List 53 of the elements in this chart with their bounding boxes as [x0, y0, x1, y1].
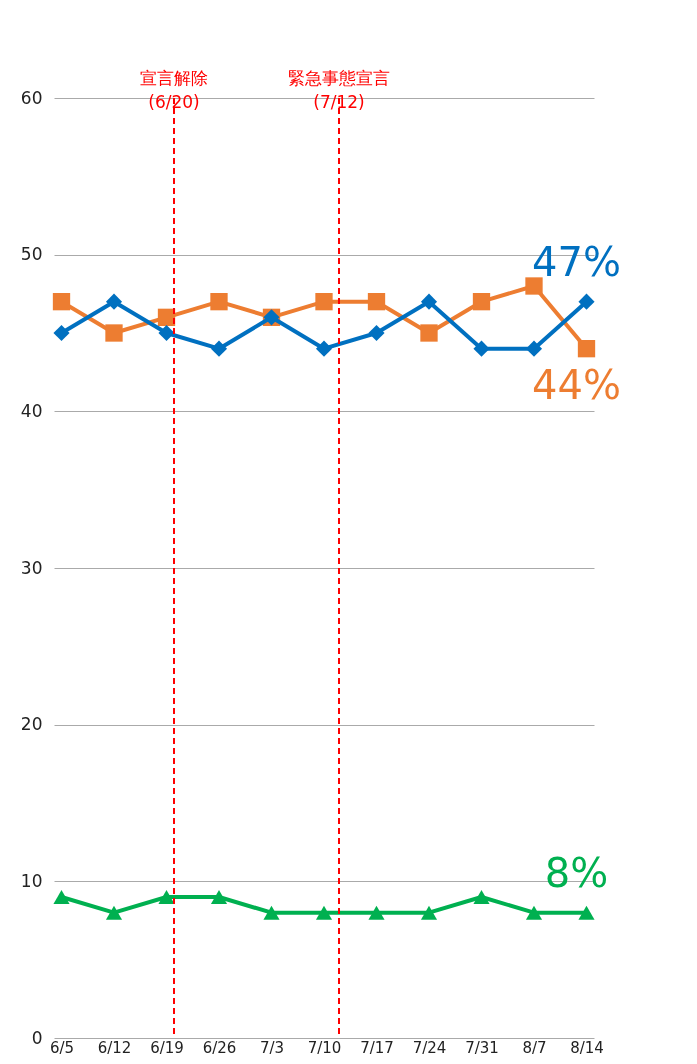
x-tick-label: 6/12 — [97, 1038, 132, 1057]
x-tick-label: 7/3 — [259, 1038, 285, 1057]
point — [315, 905, 333, 920]
point — [210, 340, 228, 357]
point — [52, 293, 71, 311]
point — [53, 890, 70, 904]
x-tick-label: 7/24 — [412, 1038, 447, 1057]
annotation: 8% — [544, 849, 609, 896]
point — [420, 324, 438, 342]
point — [210, 890, 228, 904]
point — [473, 890, 490, 904]
annotation: 47% — [532, 238, 621, 285]
y-tick-label: 0 — [31, 1027, 43, 1048]
x-tick-label: 7/17 — [360, 1038, 394, 1057]
y-tick-label: 10 — [20, 870, 43, 891]
point — [472, 293, 491, 311]
point — [105, 293, 123, 310]
point — [368, 905, 385, 920]
ref-line-label: 宣言解除 (6/20) — [140, 68, 208, 112]
y-tick-label: 30 — [20, 557, 43, 578]
point — [210, 293, 228, 311]
point — [578, 293, 595, 310]
x-tick-label: 7/10 — [307, 1038, 342, 1057]
y-tick-label: 50 — [20, 244, 43, 265]
point — [315, 293, 333, 311]
x-tick-label: 8/14 — [570, 1038, 604, 1057]
point — [53, 324, 70, 342]
point — [367, 293, 386, 311]
point — [158, 324, 175, 342]
point — [577, 340, 596, 358]
point — [525, 905, 543, 920]
x-tick-label: 6/5 — [49, 1038, 75, 1057]
x-tick-label: 6/26 — [202, 1038, 237, 1057]
point — [525, 340, 543, 357]
point — [315, 340, 333, 357]
annotation: 44% — [532, 361, 621, 408]
y-tick-label: 60 — [20, 87, 43, 108]
point — [158, 890, 175, 904]
x-tick-label: 6/19 — [150, 1038, 184, 1057]
point — [578, 905, 595, 920]
x-tick-label: 7/31 — [465, 1038, 499, 1057]
point — [105, 905, 123, 920]
y-tick-label: 20 — [20, 714, 43, 735]
point — [420, 293, 438, 310]
x-tick-label: 8/7 — [522, 1038, 547, 1057]
point — [525, 277, 543, 295]
y-tick-label: 40 — [20, 400, 43, 421]
point — [263, 905, 280, 920]
point — [368, 324, 385, 342]
point — [473, 340, 490, 357]
point — [420, 905, 438, 920]
ref-line-label: 緊急事態宣言 (7/12) — [288, 68, 390, 112]
point — [105, 324, 123, 342]
